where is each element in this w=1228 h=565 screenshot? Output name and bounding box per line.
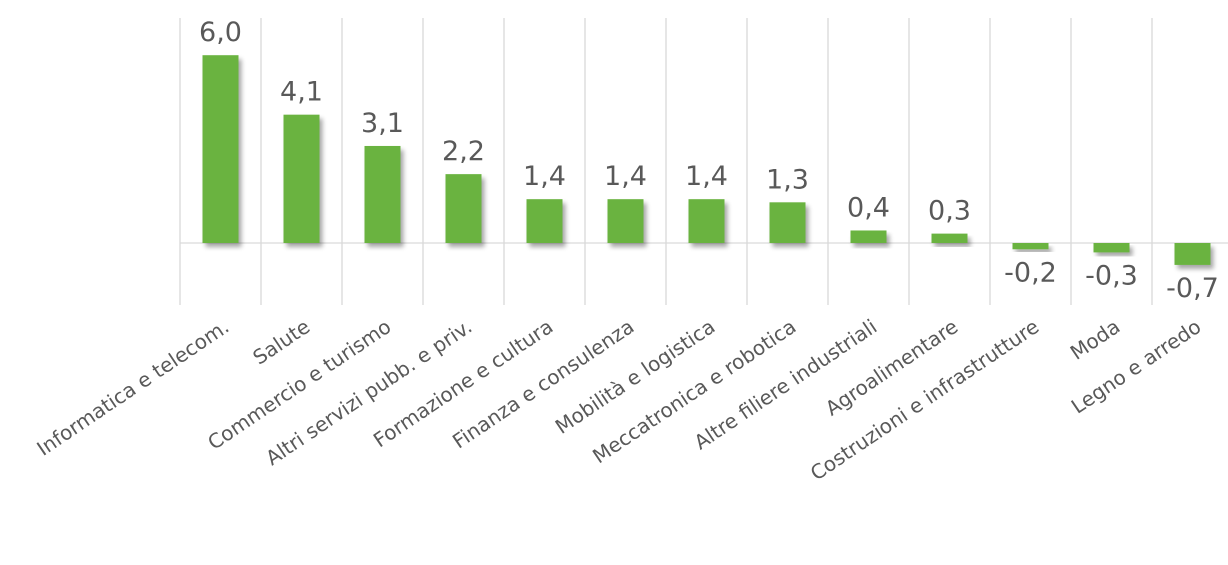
bar-value-label: 6,0 [199,17,242,48]
bar [607,199,644,243]
bar [688,199,725,243]
bar [850,230,887,243]
bar-value-label: 2,2 [442,136,485,167]
bar [526,199,563,243]
bar-value-label: 1,4 [523,161,566,192]
bar-value-label: 1,4 [685,161,728,192]
bar-value-label: 0,4 [847,192,890,223]
category-label: Agroalimentare [821,314,962,420]
bar-value-label: 1,3 [766,164,809,195]
bar [769,202,806,243]
category-label: Informatica e telecom. [32,314,233,460]
bar [1012,243,1049,250]
bar [445,174,482,243]
category-label: Salute [248,314,314,369]
bar [364,145,401,243]
value-labels: 6,0 4,1 3,1 2,2 1,4 1,4 1,4 1,3 0,4 0,3 -0,2 -0,3 -0… [199,17,1219,304]
bar [1174,243,1211,265]
bar [202,55,239,244]
bar-value-label: 3,1 [361,108,404,139]
bar-value-label: 1,4 [604,161,647,192]
bar-value-label: -0,7 [1166,273,1219,304]
bar-value-label: 0,3 [928,196,971,227]
bar [931,233,968,243]
bar-value-label: 4,1 [280,77,323,108]
bars [202,55,1211,265]
bar [283,114,320,243]
bar-value-label: -0,3 [1085,260,1138,291]
category-label: Moda [1066,314,1125,364]
bar [1093,243,1130,253]
bar-value-label: -0,2 [1004,257,1057,288]
